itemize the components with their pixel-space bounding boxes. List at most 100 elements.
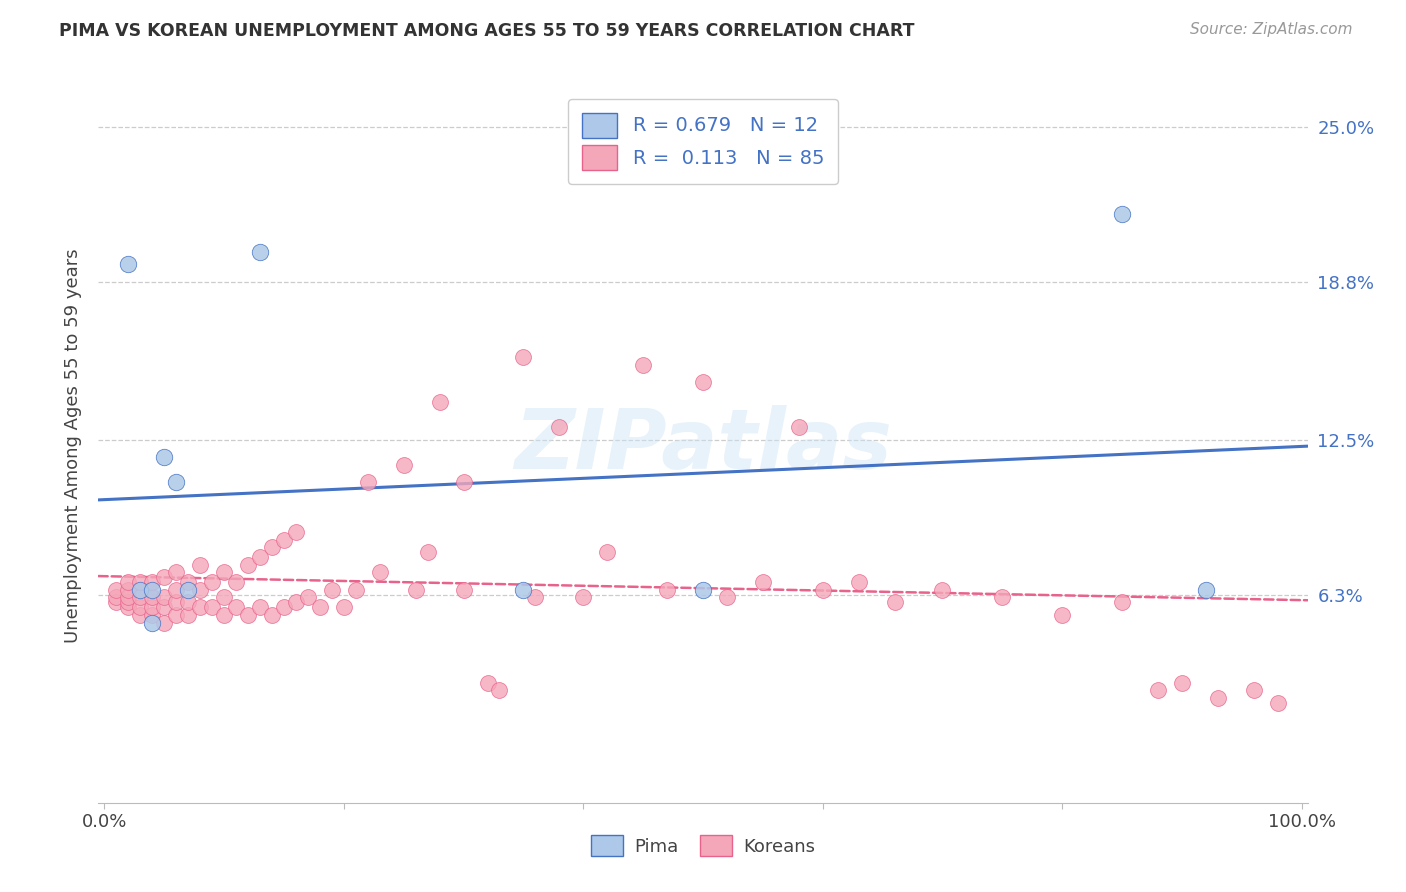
Point bbox=[260, 607, 283, 622]
Point bbox=[129, 607, 152, 622]
Point bbox=[225, 575, 247, 590]
Point bbox=[177, 575, 200, 590]
Text: Source: ZipAtlas.com: Source: ZipAtlas.com bbox=[1189, 22, 1353, 37]
Point bbox=[201, 600, 224, 615]
Point bbox=[1195, 582, 1218, 597]
Point bbox=[692, 582, 714, 597]
Point bbox=[429, 395, 451, 409]
Point bbox=[596, 545, 619, 559]
Point bbox=[453, 475, 475, 490]
Point bbox=[129, 600, 152, 615]
Point bbox=[524, 591, 547, 605]
Point bbox=[477, 675, 499, 690]
Point bbox=[165, 607, 187, 622]
Point bbox=[416, 545, 439, 559]
Point bbox=[249, 244, 271, 259]
Point bbox=[141, 582, 163, 597]
Point bbox=[188, 600, 211, 615]
Point bbox=[273, 533, 295, 547]
Point bbox=[141, 591, 163, 605]
Point bbox=[153, 591, 176, 605]
Point bbox=[991, 591, 1014, 605]
Point bbox=[692, 375, 714, 389]
Point bbox=[1147, 683, 1170, 698]
Point bbox=[260, 541, 283, 555]
Legend: Pima, Koreans: Pima, Koreans bbox=[582, 826, 824, 865]
Point bbox=[297, 591, 319, 605]
Point bbox=[165, 475, 187, 490]
Point bbox=[236, 607, 259, 622]
Y-axis label: Unemployment Among Ages 55 to 59 years: Unemployment Among Ages 55 to 59 years bbox=[63, 249, 82, 643]
Point bbox=[177, 607, 200, 622]
Point bbox=[1206, 690, 1229, 705]
Point bbox=[236, 558, 259, 572]
Point bbox=[188, 582, 211, 597]
Point bbox=[512, 582, 534, 597]
Point bbox=[548, 420, 571, 434]
Point bbox=[188, 558, 211, 572]
Point bbox=[141, 600, 163, 615]
Point bbox=[1243, 683, 1265, 698]
Point bbox=[453, 582, 475, 597]
Point bbox=[333, 600, 356, 615]
Point bbox=[1111, 595, 1133, 609]
Point bbox=[212, 607, 235, 622]
Point bbox=[129, 575, 152, 590]
Point bbox=[117, 600, 139, 615]
Point bbox=[117, 582, 139, 597]
Point bbox=[787, 420, 810, 434]
Point bbox=[848, 575, 870, 590]
Point bbox=[165, 582, 187, 597]
Text: PIMA VS KOREAN UNEMPLOYMENT AMONG AGES 55 TO 59 YEARS CORRELATION CHART: PIMA VS KOREAN UNEMPLOYMENT AMONG AGES 5… bbox=[59, 22, 914, 40]
Point bbox=[1267, 696, 1289, 710]
Point bbox=[141, 575, 163, 590]
Point bbox=[249, 550, 271, 565]
Point bbox=[752, 575, 775, 590]
Point bbox=[141, 615, 163, 630]
Point bbox=[129, 582, 152, 597]
Point bbox=[117, 257, 139, 271]
Point bbox=[1171, 675, 1194, 690]
Point bbox=[392, 458, 415, 472]
Point bbox=[716, 591, 738, 605]
Point bbox=[273, 600, 295, 615]
Point bbox=[165, 566, 187, 580]
Point bbox=[201, 575, 224, 590]
Point bbox=[344, 582, 367, 597]
Point bbox=[1111, 207, 1133, 221]
Point bbox=[309, 600, 332, 615]
Point bbox=[153, 450, 176, 465]
Point bbox=[212, 566, 235, 580]
Point bbox=[225, 600, 247, 615]
Point bbox=[512, 350, 534, 364]
Point bbox=[931, 582, 953, 597]
Point bbox=[212, 591, 235, 605]
Point bbox=[105, 595, 128, 609]
Point bbox=[117, 591, 139, 605]
Point bbox=[249, 600, 271, 615]
Point bbox=[141, 607, 163, 622]
Point bbox=[321, 582, 343, 597]
Point bbox=[655, 582, 678, 597]
Point bbox=[631, 358, 654, 372]
Point bbox=[105, 582, 128, 597]
Point bbox=[357, 475, 380, 490]
Point bbox=[177, 595, 200, 609]
Point bbox=[129, 591, 152, 605]
Point bbox=[811, 582, 834, 597]
Point bbox=[153, 615, 176, 630]
Point bbox=[284, 595, 307, 609]
Point bbox=[117, 595, 139, 609]
Point bbox=[284, 525, 307, 540]
Point bbox=[105, 591, 128, 605]
Point bbox=[1050, 607, 1073, 622]
Point bbox=[177, 582, 200, 597]
Point bbox=[488, 683, 510, 698]
Point bbox=[165, 595, 187, 609]
Text: ZIPatlas: ZIPatlas bbox=[515, 406, 891, 486]
Point bbox=[368, 566, 391, 580]
Point bbox=[153, 600, 176, 615]
Point bbox=[883, 595, 905, 609]
Point bbox=[117, 575, 139, 590]
Point bbox=[153, 570, 176, 584]
